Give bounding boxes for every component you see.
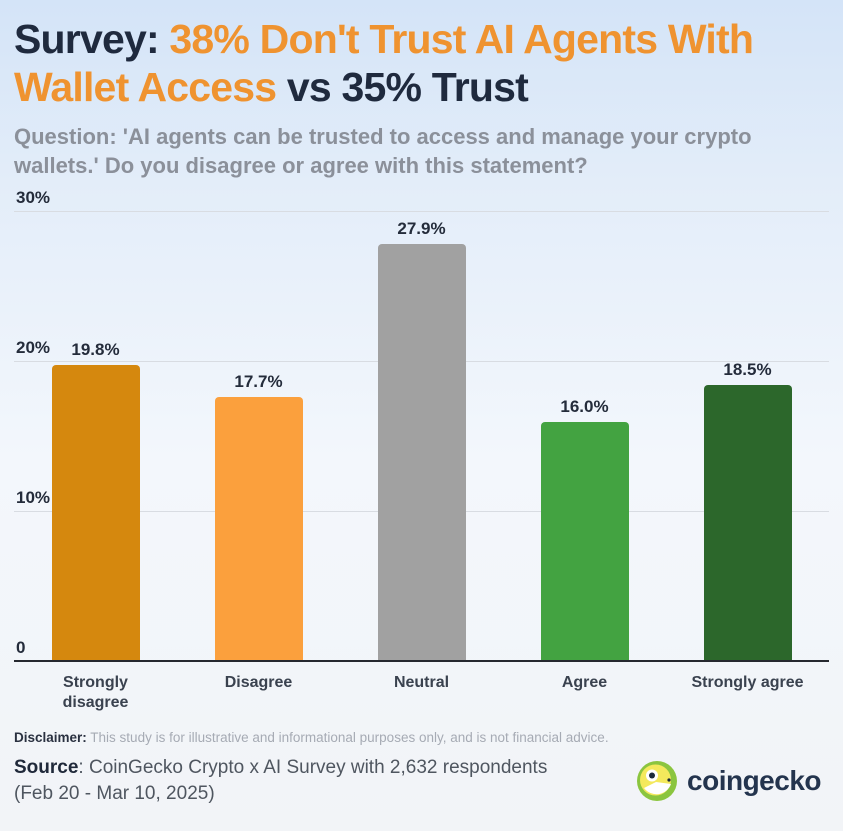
y-axis-tick: 10% bbox=[16, 488, 51, 507]
bar-value-label: 17.7% bbox=[234, 371, 283, 391]
bar-group: 19.8% Strongly disagree bbox=[17, 340, 175, 718]
gridline bbox=[14, 211, 829, 212]
footer-row: Source: CoinGecko Crypto x AI Survey wit… bbox=[14, 755, 829, 806]
gecko-icon bbox=[637, 760, 678, 801]
coingecko-logo: coingecko bbox=[636, 760, 829, 802]
x-axis-label: Strongly disagree bbox=[62, 674, 129, 711]
title-highlight: 38% Don't Trust AI Agents With Wallet Ac… bbox=[14, 16, 754, 110]
bar-group: 17.7% Disagree bbox=[180, 372, 338, 719]
disclaimer-text: This study is for illustrative and infor… bbox=[86, 730, 609, 745]
y-axis-tick: 30% bbox=[16, 188, 51, 207]
x-axis-line bbox=[14, 660, 829, 662]
brand-name: coingecko bbox=[687, 764, 821, 796]
bar-group: 27.9% Neutral bbox=[343, 219, 501, 719]
bar-disagree bbox=[214, 396, 303, 662]
bars-row: 19.8% Strongly disagree 17.7% Disagree 27.9%… bbox=[14, 219, 829, 719]
bar-value-label: 27.9% bbox=[397, 218, 446, 238]
page-title: Survey: 38% Don't Trust AI Agents With W… bbox=[14, 16, 829, 112]
bar-neutral bbox=[377, 243, 466, 662]
x-axis-label: Neutral bbox=[393, 674, 450, 691]
x-axis-label: Strongly agree bbox=[691, 674, 804, 691]
disclaimer-label: Disclaimer: bbox=[14, 730, 87, 745]
bar-chart: 30% 20% 10% 0 19.8% Strongly disagree 17.7% Dis… bbox=[14, 188, 829, 718]
survey-question: Question: 'AI agents can be trusted to a… bbox=[14, 123, 752, 178]
title-prefix: Survey: bbox=[14, 16, 170, 62]
bar-strongly-disagree bbox=[51, 365, 140, 662]
source-label: Source bbox=[14, 757, 79, 778]
x-axis-label: Agree bbox=[561, 674, 608, 691]
bar-group: 16.0% Agree bbox=[506, 397, 664, 718]
bar-value-label: 16.0% bbox=[560, 397, 609, 416]
x-axis-label: Disagree bbox=[224, 674, 293, 691]
disclaimer: Disclaimer: This study is for illustrati… bbox=[14, 730, 829, 745]
bar-strongly-agree bbox=[703, 384, 792, 662]
bar-value-label: 18.5% bbox=[723, 359, 772, 379]
bar-agree bbox=[540, 422, 629, 662]
source-text: : CoinGecko Crypto x AI Survey with 2,63… bbox=[14, 757, 548, 804]
bar-value-label: 19.8% bbox=[71, 340, 120, 359]
source: Source: CoinGecko Crypto x AI Survey wit… bbox=[14, 755, 554, 806]
y-axis-tick: 20% bbox=[16, 338, 51, 357]
bar-group: 18.5% Strongly agree bbox=[669, 360, 827, 719]
title-suffix: vs 35% Trust bbox=[276, 63, 529, 110]
y-axis-tick: 0 bbox=[16, 638, 26, 657]
